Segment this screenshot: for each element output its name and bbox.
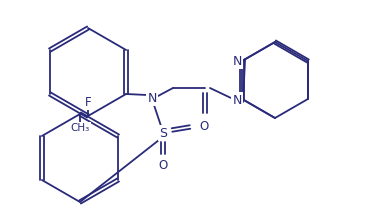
Text: O: O [199, 119, 209, 133]
Text: O: O [199, 119, 209, 133]
Text: N: N [147, 92, 157, 105]
Text: F: F [85, 96, 91, 109]
Text: N: N [232, 93, 242, 106]
Text: N: N [232, 55, 242, 67]
Text: CH₃: CH₃ [70, 123, 90, 133]
Text: S: S [159, 126, 167, 139]
Text: O: O [158, 159, 168, 172]
